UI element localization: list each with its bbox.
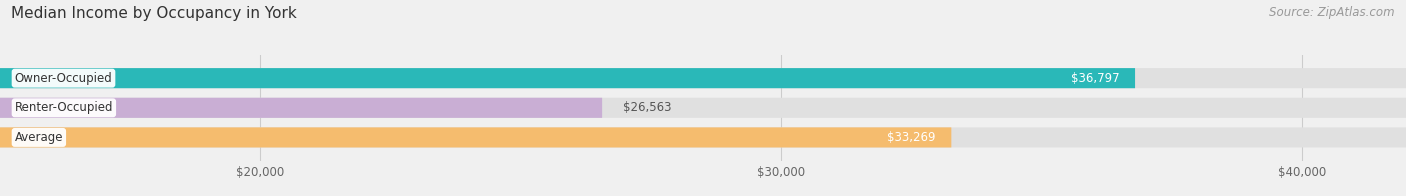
Text: $26,563: $26,563: [623, 101, 672, 114]
Text: Average: Average: [14, 131, 63, 144]
Text: $30,000: $30,000: [756, 166, 806, 179]
Text: $20,000: $20,000: [236, 166, 284, 179]
FancyBboxPatch shape: [0, 68, 1406, 88]
Text: $40,000: $40,000: [1278, 166, 1326, 179]
FancyBboxPatch shape: [0, 127, 952, 148]
FancyBboxPatch shape: [0, 68, 1135, 88]
Text: Owner-Occupied: Owner-Occupied: [14, 72, 112, 85]
Text: Source: ZipAtlas.com: Source: ZipAtlas.com: [1270, 6, 1395, 19]
Text: Median Income by Occupancy in York: Median Income by Occupancy in York: [11, 6, 297, 21]
FancyBboxPatch shape: [0, 98, 1406, 118]
Text: $33,269: $33,269: [887, 131, 936, 144]
FancyBboxPatch shape: [0, 98, 602, 118]
FancyBboxPatch shape: [0, 127, 1406, 148]
Text: $36,797: $36,797: [1071, 72, 1119, 85]
Text: Renter-Occupied: Renter-Occupied: [14, 101, 112, 114]
